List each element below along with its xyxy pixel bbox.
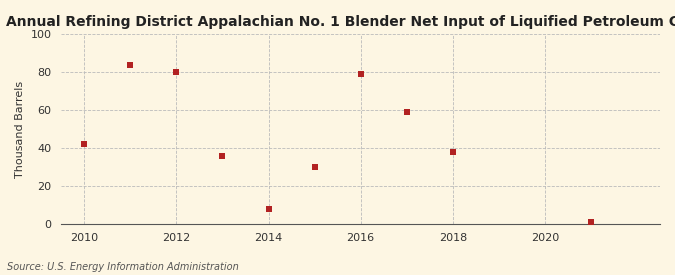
Point xyxy=(217,153,228,158)
Point xyxy=(402,110,412,114)
Point xyxy=(309,165,320,169)
Point xyxy=(355,72,366,76)
Point xyxy=(79,142,90,146)
Point xyxy=(448,150,458,154)
Text: Source: U.S. Energy Information Administration: Source: U.S. Energy Information Administ… xyxy=(7,262,238,272)
Point xyxy=(585,220,596,224)
Y-axis label: Thousand Barrels: Thousand Barrels xyxy=(15,81,25,178)
Title: Annual Refining District Appalachian No. 1 Blender Net Input of Liquified Petrol: Annual Refining District Appalachian No.… xyxy=(6,15,675,29)
Point xyxy=(125,62,136,67)
Point xyxy=(263,207,274,211)
Point xyxy=(171,70,182,75)
